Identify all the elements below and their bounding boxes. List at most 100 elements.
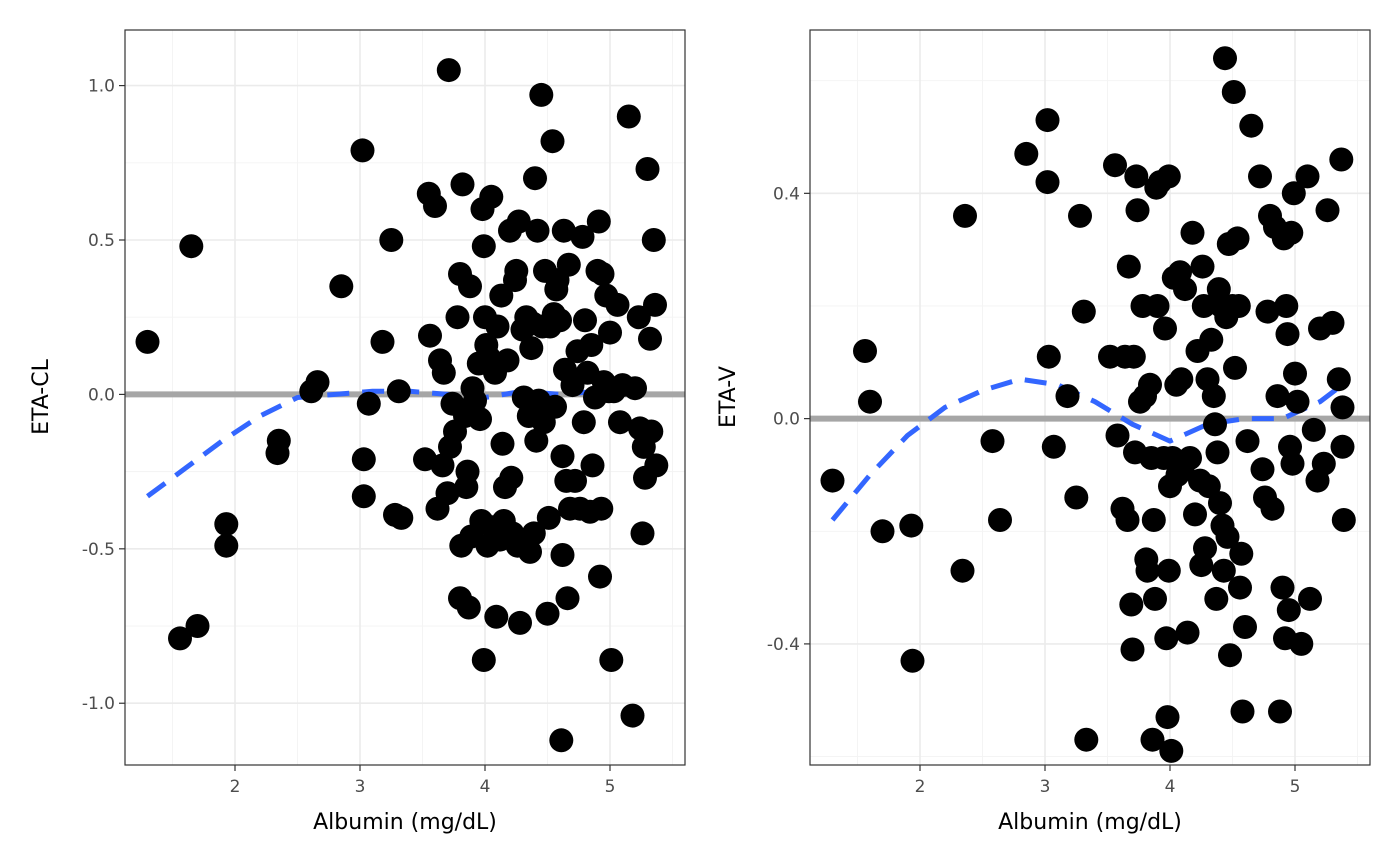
eta-v-data-point <box>1275 322 1300 347</box>
eta-v-data-point <box>1115 508 1140 532</box>
eta-cl-data-point <box>551 218 576 243</box>
eta-cl-data-point <box>518 539 542 564</box>
eta-v-data-point <box>1255 299 1280 324</box>
eta-v-data-point <box>1250 457 1275 482</box>
eta-v-data-point <box>1279 220 1304 245</box>
eta-cl-smooth-curve <box>146 388 635 499</box>
eta-cl-data-point <box>495 348 520 373</box>
eta-v-data-point <box>1285 389 1310 414</box>
eta-cl-data-point <box>549 728 574 753</box>
eta-v-data-point <box>1218 643 1242 668</box>
eta-cl-data-point <box>305 370 330 395</box>
eta-v-data-point <box>1193 536 1217 561</box>
eta-v-data-point <box>1138 372 1162 397</box>
eta-v-data-point <box>988 508 1012 532</box>
eta-v-data-point <box>1173 277 1197 302</box>
eta-v-panel-border <box>809 29 1371 766</box>
eta-cl-points <box>135 58 669 753</box>
eta-v-data-point <box>1270 575 1295 600</box>
eta-cl-data-point <box>608 410 632 435</box>
eta-cl-data-point <box>555 586 580 611</box>
eta-cl-x-tick-label: 4 <box>480 777 491 797</box>
eta-v-x-axis-title: Albumin (mg/dL) <box>998 810 1182 835</box>
eta-v-data-point <box>1295 164 1320 189</box>
eta-cl-data-point <box>504 258 529 283</box>
eta-v-data-point <box>950 558 975 583</box>
eta-cl-axis-ticks: 2 3 4 5 -1.0 -0.5 0.0 0.5 1.0 <box>82 77 616 797</box>
eta-cl-data-point <box>499 465 524 490</box>
eta-v-data-point <box>980 429 1005 454</box>
eta-v-data-point <box>1183 502 1207 527</box>
eta-v-data-point <box>1205 440 1230 465</box>
eta-v-data-point <box>1178 446 1202 470</box>
eta-v-data-point <box>1116 254 1141 279</box>
eta-v-data-point <box>1120 637 1145 662</box>
eta-v-data-point <box>858 389 882 414</box>
eta-cl-data-point <box>350 138 375 163</box>
eta-cl-x-tick-label: 5 <box>605 777 616 797</box>
eta-v-x-tick-label: 4 <box>1165 777 1176 797</box>
eta-v-data-point <box>1233 615 1257 639</box>
eta-v-data-point <box>1199 327 1224 352</box>
eta-v-data-point <box>1229 541 1254 566</box>
eta-cl-x-tick-label: 2 <box>230 777 241 797</box>
eta-v-data-point <box>1064 485 1089 510</box>
eta-v-data-point <box>1068 203 1092 228</box>
eta-v-data-point <box>1208 491 1232 516</box>
eta-v-data-point <box>1248 164 1272 189</box>
eta-cl-data-point <box>543 394 567 419</box>
eta-v-x-tick-label: 5 <box>1290 777 1301 797</box>
eta-cl-data-point <box>351 484 376 509</box>
eta-v-data-point <box>1223 355 1247 380</box>
eta-cl-data-point <box>135 329 160 354</box>
eta-cl-data-point <box>455 459 480 484</box>
eta-cl-data-point <box>490 431 515 456</box>
eta-cl-data-point <box>605 292 630 317</box>
eta-cl-data-point <box>599 648 624 672</box>
eta-cl-data-point <box>571 410 596 435</box>
eta-cl-data-point <box>329 274 354 299</box>
eta-cl-data-point <box>485 314 510 339</box>
eta-cl-data-point <box>548 308 572 333</box>
eta-v-data-point <box>1124 164 1149 189</box>
eta-cl-data-point <box>643 292 667 317</box>
eta-cl-smooth-line <box>146 388 635 499</box>
eta-cl-data-point <box>185 614 210 638</box>
eta-cl-data-point <box>639 419 664 444</box>
eta-cl-y-tick-label: 0.0 <box>88 385 115 405</box>
eta-v-data-point <box>1330 434 1355 459</box>
eta-cl-y-tick-label: -1.0 <box>82 694 115 714</box>
eta-cl-data-point <box>550 543 575 567</box>
eta-v-data-point <box>853 339 877 363</box>
eta-v-data-point <box>1074 727 1099 752</box>
eta-cl-data-point <box>418 323 442 348</box>
eta-cl-data-point <box>590 262 615 286</box>
eta-v-data-point <box>1230 699 1255 724</box>
eta-v-points <box>820 46 1356 763</box>
eta-v-data-point <box>1035 170 1060 195</box>
eta-v-data-point <box>1298 586 1322 611</box>
eta-v-data-point <box>1283 361 1307 386</box>
eta-cl-data-point <box>506 209 531 234</box>
eta-cl-data-point <box>588 564 612 589</box>
eta-v-x-tick-label: 3 <box>1040 777 1051 797</box>
eta-v-data-point <box>1225 226 1250 251</box>
eta-v-data-point <box>1071 299 1096 324</box>
eta-cl-data-point <box>641 228 666 252</box>
eta-cl-data-point <box>423 194 447 218</box>
eta-cl-y-tick-label: 1.0 <box>88 77 115 97</box>
eta-v-data-point <box>1276 598 1301 623</box>
eta-v-data-point <box>1329 147 1354 172</box>
eta-cl-data-point <box>458 274 482 299</box>
eta-v-data-point <box>1274 294 1299 318</box>
eta-v-axis-ticks: 2 3 4 5 -0.4 0.0 0.4 <box>767 184 1301 797</box>
eta-cl-data-point <box>179 234 204 259</box>
eta-cl-y-axis-title: ETA-CL <box>29 358 54 434</box>
eta-v-data-point <box>1180 220 1205 245</box>
eta-cl-data-point <box>445 305 470 330</box>
eta-cl-data-point <box>620 703 645 728</box>
eta-v-data-point <box>1204 586 1229 611</box>
eta-v-data-point <box>1228 575 1252 600</box>
eta-cl-data-point <box>570 224 595 249</box>
